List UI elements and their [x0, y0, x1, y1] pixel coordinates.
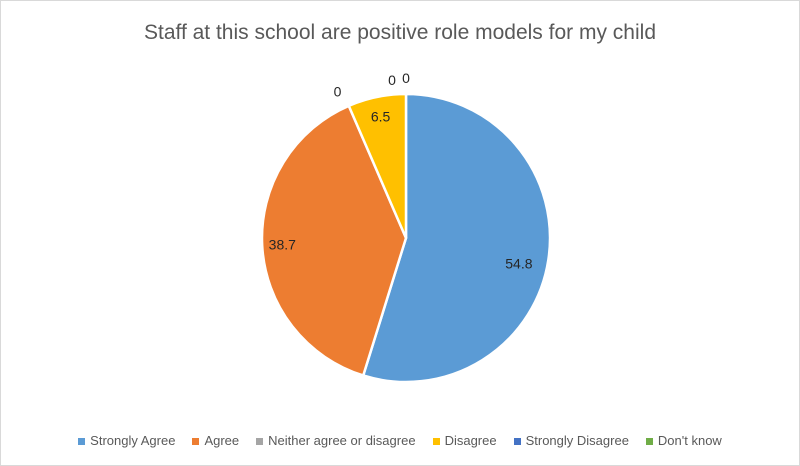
legend-label-disagree: Disagree	[444, 433, 497, 448]
legend-marker-agree	[192, 437, 200, 445]
legend-item-don-t-know: Don't know	[645, 433, 722, 449]
data-label-agree: 38.7	[269, 237, 296, 253]
legend-marker-disagree	[432, 437, 440, 445]
legend-label-don-t-know: Don't know	[657, 433, 722, 448]
pie-slices	[260, 92, 552, 384]
legend-label-neither-agree-or-disagree: Neither agree or disagree	[268, 433, 416, 448]
legend-label-agree: Agree	[204, 433, 240, 448]
data-label-neither-agree-or-disagree: 0	[334, 83, 342, 99]
legend-item-agree: Agree	[192, 433, 239, 449]
pie-slice-disagree	[347, 92, 408, 240]
legend-marker-strongly-disagree	[513, 437, 521, 445]
legend-marker-don-t-know	[645, 437, 653, 445]
pie-slice-agree	[260, 104, 408, 377]
data-label-strongly-agree: 54.8	[505, 255, 532, 271]
chart-title: Staff at this school are positive role m…	[143, 21, 656, 44]
data-label-strongly-disagree: 0	[388, 72, 396, 88]
legend: Strongly Agree Agree Neither agree or disa…	[1, 432, 799, 450]
pie-data-labels: 54.838.706.50 0	[269, 70, 533, 271]
legend-item-neither-agree-or-disagree: Neither agree or disagree	[256, 433, 416, 449]
data-label-don-t-know: 0	[402, 70, 410, 86]
legend-label-strongly-disagree: Strongly Disagree	[525, 433, 629, 448]
legend-item-disagree: Disagree	[432, 433, 497, 449]
legend-label-strongly-agree: Strongly Agree	[90, 433, 176, 448]
data-label-disagree: 6.5	[371, 108, 391, 124]
pie-slice-strongly-agree	[361, 92, 552, 384]
legend-item-strongly-agree: Strongly Agree	[78, 433, 175, 449]
legend-marker-strongly-agree	[78, 437, 86, 445]
legend-marker-neither-agree-or-disagree	[256, 437, 264, 445]
legend-item-strongly-disagree: Strongly Disagree	[513, 433, 629, 449]
